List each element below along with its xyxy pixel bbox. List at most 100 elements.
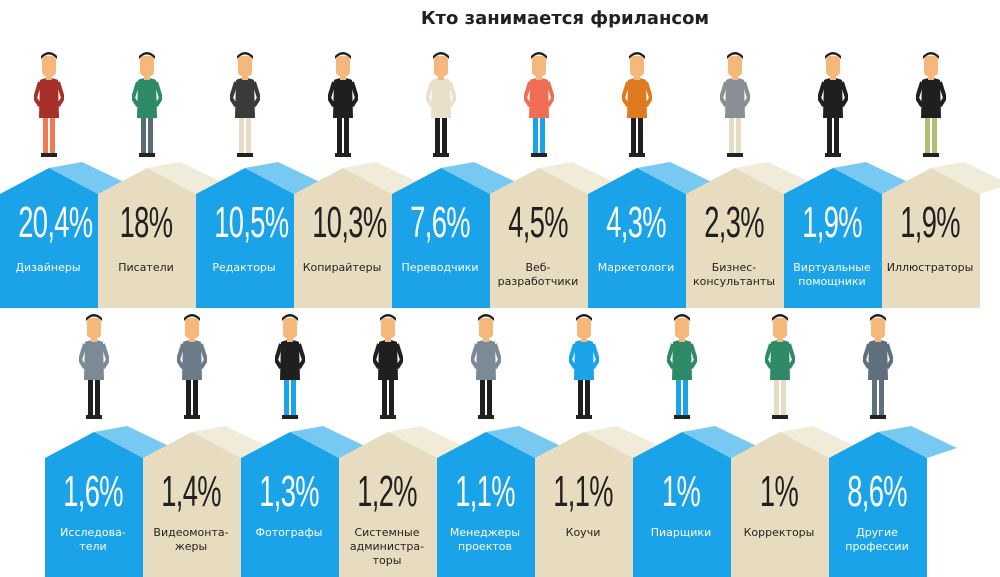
percentage-value: 1,3% (259, 467, 319, 516)
profession-label-line: Иллюстраторы (886, 261, 974, 274)
profession-label: Виртуальные помощники (784, 261, 880, 289)
profession-label-line: разработчики (497, 275, 579, 288)
profession-label: Иллюстраторы (882, 261, 978, 275)
house-bar: 1,9% Виртуальные помощники (784, 162, 912, 308)
percentage-value: 1,2% (357, 467, 417, 516)
profession-label-line: Веб- (525, 261, 551, 274)
profession-label-line: Виртуальные (793, 261, 871, 274)
profession-label-line: Дизайнеры (15, 261, 81, 274)
house-bar: 1,3% Фотографы (241, 426, 369, 577)
percentage-value: 2,3% (704, 198, 764, 247)
profession-label: Менеджеры проектов (437, 526, 533, 554)
percentage-value: 1,4% (161, 467, 221, 516)
percentage-value: 10,5% (214, 198, 289, 247)
house-bar: 18% Писатели (98, 162, 226, 308)
person-illustration-icon (861, 312, 895, 426)
percentage-value: 7,6% (410, 198, 470, 247)
profession-label-line: Другие (856, 526, 898, 539)
profession-label-line: Видеомонта- (153, 526, 229, 539)
profession-label-line: проектов (458, 540, 512, 553)
person-illustration-icon (32, 50, 66, 164)
house-bar: 4,3% Маркетологи (588, 162, 716, 308)
profession-label-line: жеры (174, 540, 208, 553)
house-bar: 4,5% Веб-разработчики (490, 162, 618, 308)
profession-label: Маркетологи (588, 261, 684, 275)
person-illustration-icon (469, 312, 503, 426)
profession-label: Пиарщики (633, 526, 729, 540)
percentage-value: 1,9% (900, 198, 960, 247)
percentage-value: 10,3% (312, 198, 387, 247)
profession-label-line: Писатели (118, 261, 174, 274)
percentage-value: 4,3% (606, 198, 666, 247)
profession-label-line: Редакторы (212, 261, 276, 274)
percentage-value: 1% (661, 467, 701, 516)
house-bar: 1,1% Коучи (535, 426, 663, 577)
profession-label-line: Копирайтеры (302, 261, 382, 274)
person-illustration-icon (77, 312, 111, 426)
profession-label: Фотографы (241, 526, 337, 540)
chart-title: Кто занимается фрилансом (420, 8, 710, 29)
profession-label: Системные администра-торы (339, 526, 435, 568)
profession-label: Копирайтеры (294, 261, 390, 275)
person-illustration-icon (620, 50, 654, 164)
house-bar: 1,6% Исследова-тели (45, 426, 173, 577)
house-bar: 8,6% Другие профессии (829, 426, 957, 577)
profession-label: Дизайнеры (0, 261, 96, 275)
person-illustration-icon (424, 50, 458, 164)
profession-label-line: Фотографы (255, 526, 323, 539)
percentage-value: 20,4% (18, 198, 93, 247)
profession-label: Писатели (98, 261, 194, 275)
profession-label: Коучи (535, 526, 631, 540)
person-illustration-icon (326, 50, 360, 164)
profession-label: Корректоры (731, 526, 827, 540)
profession-label-line: тели (79, 540, 107, 553)
person-illustration-icon (371, 312, 405, 426)
percentage-value: 1,1% (553, 467, 613, 516)
profession-label-line: профессии (845, 540, 909, 553)
person-illustration-icon (130, 50, 164, 164)
house-bar: 20,4% Дизайнеры (0, 162, 128, 308)
profession-label-line: администра- (349, 540, 425, 553)
house-bar: 1,9% Иллюстраторы (882, 162, 1000, 308)
profession-label-line: Бизнес- (711, 261, 757, 274)
percentage-value: 1% (759, 467, 799, 516)
house-bar: 2,3% Бизнес-консультанты (686, 162, 814, 308)
house-bar: 1,4% Видеомонта-жеры (143, 426, 271, 577)
profession-label-line: Пиарщики (650, 526, 712, 539)
person-illustration-icon (175, 312, 209, 426)
percentage-value: 1,6% (63, 467, 123, 516)
profession-label-line: Системные (354, 526, 420, 539)
profession-label-line: Исследова- (60, 526, 126, 539)
person-illustration-icon (763, 312, 797, 426)
profession-label-line: Переводчики (401, 261, 479, 274)
person-illustration-icon (718, 50, 752, 164)
percentage-value: 18% (119, 198, 173, 247)
person-illustration-icon (522, 50, 556, 164)
person-illustration-icon (665, 312, 699, 426)
house-bar: 1,2% Системные администра-торы (339, 426, 467, 577)
profession-label-line: помощники (798, 275, 866, 288)
person-illustration-icon (914, 50, 948, 164)
house-bar: 1% Пиарщики (633, 426, 761, 577)
percentage-value: 1,1% (455, 467, 515, 516)
profession-label: Видеомонта-жеры (143, 526, 239, 554)
profession-label-line: Корректоры (743, 526, 815, 539)
house-bar: 1,1% Менеджеры проектов (437, 426, 565, 577)
house-bar: 10,5% Редакторы (196, 162, 324, 308)
percentage-value: 4,5% (508, 198, 568, 247)
profession-label-line: Маркетологи (597, 261, 675, 274)
percentage-value: 1,9% (802, 198, 862, 247)
profession-label-line: консультанты (692, 275, 776, 288)
profession-label: Другие профессии (829, 526, 925, 554)
profession-label: Переводчики (392, 261, 488, 275)
profession-label: Редакторы (196, 261, 292, 275)
profession-label: Исследова-тели (45, 526, 141, 554)
percentage-value: 8,6% (847, 467, 907, 516)
person-illustration-icon (273, 312, 307, 426)
profession-label: Веб-разработчики (490, 261, 586, 289)
house-bar: 10,3% Копирайтеры (294, 162, 422, 308)
person-illustration-icon (816, 50, 850, 164)
person-illustration-icon (567, 312, 601, 426)
person-illustration-icon (228, 50, 262, 164)
house-bar: 7,6% Переводчики (392, 162, 520, 308)
